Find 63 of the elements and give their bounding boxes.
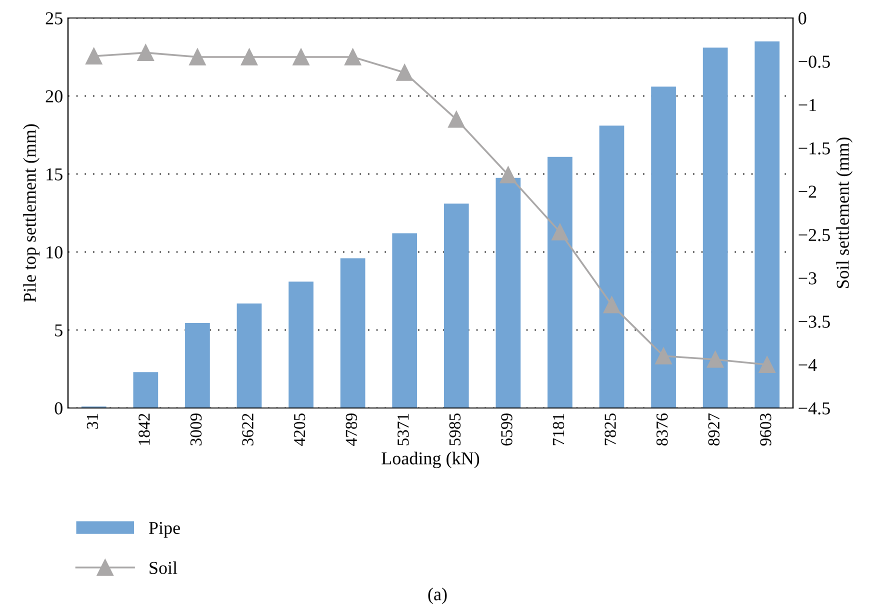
point [86, 48, 102, 64]
x-tick-label: 5985 [449, 414, 461, 446]
bar [392, 233, 418, 408]
y-tick-label: 20 [46, 90, 62, 102]
y-tick-label: 10 [46, 246, 62, 258]
bar [133, 372, 158, 408]
y-tick-label: 5 [55, 324, 62, 336]
point [758, 356, 776, 373]
point [292, 48, 310, 66]
point [396, 64, 413, 81]
legend-label: Soil [150, 561, 178, 574]
bar [340, 258, 366, 408]
x-tick-label: 1842 [138, 414, 150, 445]
x-tick-label: 7825 [604, 414, 616, 446]
point [706, 351, 724, 368]
bar [651, 86, 676, 408]
bar [548, 156, 572, 408]
y2-tick-label: −4 [798, 359, 817, 371]
bar [185, 322, 210, 408]
y2-tick-label: −3.5 [798, 316, 830, 328]
y2-tick-label: −1.5 [798, 142, 830, 155]
y-axis-title: Pile top settlement (mm) [23, 124, 40, 302]
x-tick-label: 5371 [398, 414, 409, 446]
bar [236, 303, 262, 408]
x-tick-label: 4789 [346, 414, 357, 446]
bar [754, 41, 780, 408]
y2-tick-label: 0 [798, 12, 806, 24]
point [603, 296, 620, 314]
y2-tick-label: −0.5 [798, 56, 830, 68]
y2-tick-label: −1 [798, 99, 816, 111]
bar [444, 204, 469, 408]
y2-tick-label: −2 [798, 186, 816, 198]
x-tick-label: 3622 [242, 414, 254, 446]
x-tick-label: 31 [86, 414, 98, 429]
y-tick-label: 0 [54, 402, 62, 414]
x-tick-label: 6599 [501, 414, 512, 446]
point [552, 224, 568, 240]
bar [496, 178, 521, 408]
x-axis-title: Loading (kN) [382, 452, 480, 468]
text: (a) [428, 588, 447, 604]
x-tick-label: 8927 [708, 413, 720, 446]
point [189, 48, 206, 66]
x-tick-label: 3009 [190, 414, 202, 446]
y2-tick-label: −4.5 [798, 402, 830, 415]
x-tick-label: 8376 [656, 413, 668, 446]
y-tick-label: 15 [46, 168, 62, 180]
x-tick-label: 7181 [552, 414, 564, 446]
y2-tick-label: −2.5 [798, 228, 830, 242]
y-tick-label: 25 [46, 12, 62, 24]
point [448, 111, 465, 128]
x-tick-label: 9603 [760, 414, 772, 446]
bar [702, 48, 728, 408]
point [344, 48, 362, 66]
y2-axis-title: Soil settlement (mm) [836, 138, 853, 288]
point [500, 166, 517, 184]
legend-label: Pipe [148, 522, 180, 538]
bar [288, 282, 314, 408]
bar [599, 126, 624, 408]
y2-tick-label: −3 [798, 272, 816, 284]
point [655, 348, 672, 364]
point [137, 44, 154, 61]
point [240, 48, 258, 66]
x-tick-label: 4205 [294, 414, 306, 446]
